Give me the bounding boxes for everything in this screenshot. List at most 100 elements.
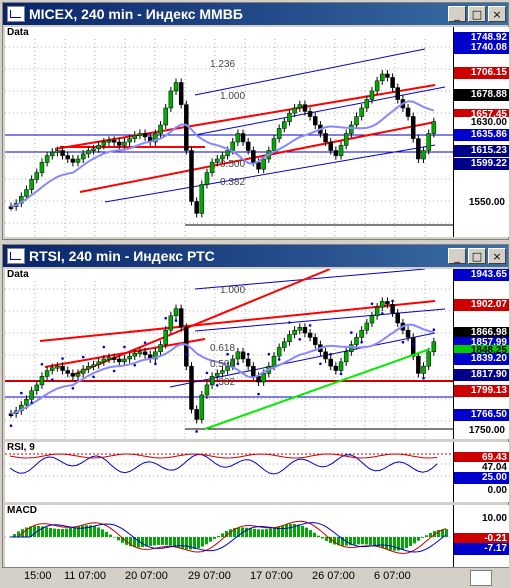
macd-histogram-bar — [377, 537, 380, 548]
rtsi-price-tag: 1817.90 — [454, 369, 509, 381]
candle-body — [34, 384, 40, 391]
candle-body — [70, 373, 76, 377]
macd-histogram-bar — [221, 533, 224, 537]
candle-body — [101, 141, 107, 146]
rtsi-price-pane[interactable]: Data 1.000 0.618 0.500 0.382 — [5, 268, 453, 439]
trend-line — [39, 300, 436, 342]
scroll-corner-icon[interactable] — [470, 570, 492, 586]
macd-histogram-bar — [157, 537, 160, 545]
candle-body — [245, 358, 251, 367]
candle-body — [117, 358, 122, 363]
micex-title-bar[interactable]: MICEX, 240 min - Индекс ММВБ _ □ × — [3, 3, 508, 25]
macd-histogram-bar — [73, 527, 76, 537]
candle-body — [421, 365, 426, 374]
macd-histogram-bar — [45, 527, 48, 537]
rtsi-price-chart[interactable]: 1.000 0.618 0.500 0.382 — [5, 268, 453, 439]
candle-body — [220, 155, 225, 160]
candle-body — [96, 145, 101, 150]
macd-histogram-bar — [37, 525, 40, 537]
macd-histogram-bar — [325, 537, 328, 541]
micex-price-scale[interactable]: 1748.92 1740.08 1706.15 1678.88 1657.45 1630.… — [453, 27, 509, 237]
candle-body — [55, 365, 60, 369]
micex-price-tag: 1678.88 — [454, 89, 509, 101]
macd-histogram-bar — [17, 531, 20, 537]
candle-body — [29, 179, 34, 190]
parabolic-sar-dot — [71, 386, 75, 390]
candle-body — [297, 104, 303, 109]
candle-body — [132, 134, 138, 139]
macd-pane[interactable]: MACD — [5, 505, 453, 567]
rsi-scale[interactable]: 69.43 47.04 25.00 0.00 — [453, 442, 509, 502]
parabolic-sar-dot — [92, 375, 95, 379]
candle-body — [328, 141, 333, 151]
candle-body — [60, 150, 65, 156]
macd-histogram-bar — [153, 537, 156, 546]
macd-histogram-bar — [253, 528, 256, 537]
candle-body — [426, 133, 431, 151]
macd-price-tag: 10.00 — [454, 513, 509, 525]
parabolic-sar-dot — [236, 362, 240, 366]
rtsi-title-bar[interactable]: RTSI, 240 min - Индекс РТС _ □ × — [3, 245, 508, 267]
micex-price-chart[interactable]: 1.236 1.000 0.500 0.382 — [5, 27, 453, 237]
moving-average-line — [10, 100, 435, 208]
parabolic-sar-dot — [432, 328, 436, 332]
macd-histogram-bar — [317, 535, 320, 537]
macd-histogram-bar — [101, 529, 104, 537]
candle-body — [65, 370, 70, 374]
macd-histogram-bar — [361, 537, 364, 545]
candle-body — [359, 329, 364, 338]
candle-body — [215, 158, 220, 163]
minimize-button[interactable]: _ — [448, 6, 466, 22]
close-button[interactable]: × — [488, 248, 506, 264]
parabolic-sar-dot — [81, 355, 85, 359]
candle-body — [127, 355, 132, 360]
candle-body — [261, 373, 266, 383]
trend-line — [44, 338, 206, 368]
micex-tick-label: 1550.00 — [468, 197, 505, 208]
maximize-button[interactable]: □ — [468, 248, 486, 264]
candle-body — [39, 376, 45, 386]
micex-price-tag: 1740.08 — [454, 42, 509, 54]
channel-line — [194, 308, 446, 332]
rtsi-price-tag: 1866.98 — [454, 327, 509, 339]
macd-histogram-bar — [181, 537, 184, 549]
rsi-pane[interactable]: RSI, 9 — [5, 442, 453, 502]
candle-body — [173, 308, 179, 317]
parabolic-sar-dot — [20, 391, 23, 395]
macd-histogram-bar — [297, 524, 300, 537]
parabolic-sar-dot — [40, 362, 44, 366]
macd-scale[interactable]: 10.00 -0.21 -7.17 — [453, 505, 509, 567]
candle-body — [163, 107, 168, 126]
minimize-button[interactable]: _ — [448, 248, 466, 264]
macd-histogram-bar — [25, 527, 28, 537]
maximize-button[interactable]: □ — [468, 6, 486, 22]
rsi-indicator-chart[interactable] — [5, 442, 453, 502]
candle-body — [245, 141, 251, 151]
micex-price-pane[interactable]: Data 1.236 1.000 0.500 0.382 — [5, 27, 453, 237]
candle-body — [369, 90, 375, 100]
rtsi-price-tag: 1943.65 — [454, 269, 509, 281]
rsi-signal-line — [9, 453, 438, 459]
close-button[interactable]: × — [488, 6, 506, 22]
micex-price-tag: 1630.00 — [454, 117, 509, 129]
channel-line — [194, 86, 446, 136]
macd-histogram-bar — [81, 525, 84, 537]
macd-indicator-chart[interactable] — [5, 505, 453, 567]
rtsi-price-scale[interactable]: 1943.65 1902.07 1866.98 1857.99 1848.25 1839.… — [453, 269, 509, 439]
fib-level-label: 1.236 — [210, 59, 235, 70]
parabolic-sar-dot — [350, 331, 353, 334]
macd-histogram-bar — [133, 537, 136, 548]
candle-body — [91, 148, 96, 152]
macd-histogram-bar — [57, 528, 60, 537]
parabolic-sar-dot — [174, 319, 178, 322]
macd-histogram-bar — [173, 537, 176, 547]
macd-histogram-bar — [189, 537, 192, 550]
macd-histogram-bar — [285, 524, 288, 537]
candle-body — [86, 365, 91, 370]
micex-chart-window: MICEX, 240 min - Индекс ММВБ _ □ × Data … — [2, 2, 509, 240]
parabolic-sar-dot — [143, 341, 147, 344]
candle-body — [405, 107, 411, 117]
time-axis-label: 17 07:00 — [250, 570, 293, 582]
parabolic-sar-dot — [30, 401, 33, 404]
macd-histogram-bar — [445, 529, 448, 537]
